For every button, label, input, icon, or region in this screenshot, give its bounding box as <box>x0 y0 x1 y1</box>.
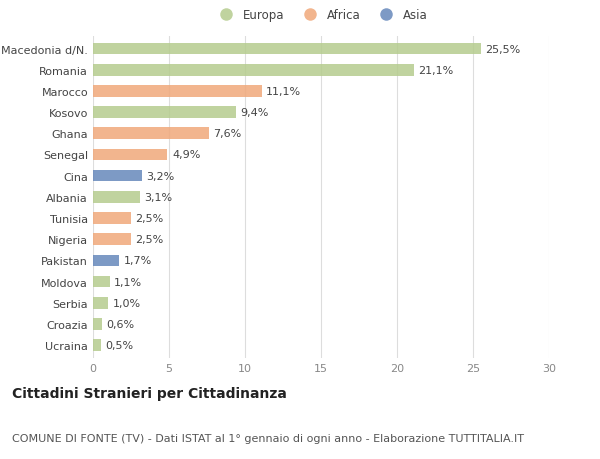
Bar <box>93 297 108 309</box>
Text: 7,6%: 7,6% <box>213 129 241 139</box>
Text: 1,1%: 1,1% <box>114 277 142 287</box>
Bar <box>93 319 102 330</box>
Bar <box>93 191 140 203</box>
Bar <box>93 107 236 118</box>
Text: 0,6%: 0,6% <box>107 319 135 329</box>
Text: COMUNE DI FONTE (TV) - Dati ISTAT al 1° gennaio di ogni anno - Elaborazione TUTT: COMUNE DI FONTE (TV) - Dati ISTAT al 1° … <box>12 433 524 442</box>
Legend: Europa, Africa, Asia: Europa, Africa, Asia <box>209 4 433 27</box>
Bar <box>93 340 101 351</box>
Bar <box>93 234 131 246</box>
Text: 3,1%: 3,1% <box>145 192 173 202</box>
Text: 1,7%: 1,7% <box>124 256 152 266</box>
Bar <box>93 128 209 140</box>
Bar <box>93 65 414 76</box>
Text: 3,2%: 3,2% <box>146 171 175 181</box>
Text: 1,0%: 1,0% <box>113 298 141 308</box>
Text: 4,9%: 4,9% <box>172 150 200 160</box>
Bar <box>93 86 262 97</box>
Text: 21,1%: 21,1% <box>418 66 454 76</box>
Bar <box>93 149 167 161</box>
Bar <box>93 213 131 224</box>
Text: 11,1%: 11,1% <box>266 87 301 97</box>
Text: 0,5%: 0,5% <box>105 340 133 350</box>
Bar <box>93 170 142 182</box>
Bar <box>93 44 481 55</box>
Bar <box>93 255 119 267</box>
Text: 2,5%: 2,5% <box>136 213 164 224</box>
Bar <box>93 276 110 288</box>
Text: 2,5%: 2,5% <box>136 235 164 245</box>
Text: Cittadini Stranieri per Cittadinanza: Cittadini Stranieri per Cittadinanza <box>12 386 287 400</box>
Text: 25,5%: 25,5% <box>485 45 520 55</box>
Text: 9,4%: 9,4% <box>241 108 269 118</box>
